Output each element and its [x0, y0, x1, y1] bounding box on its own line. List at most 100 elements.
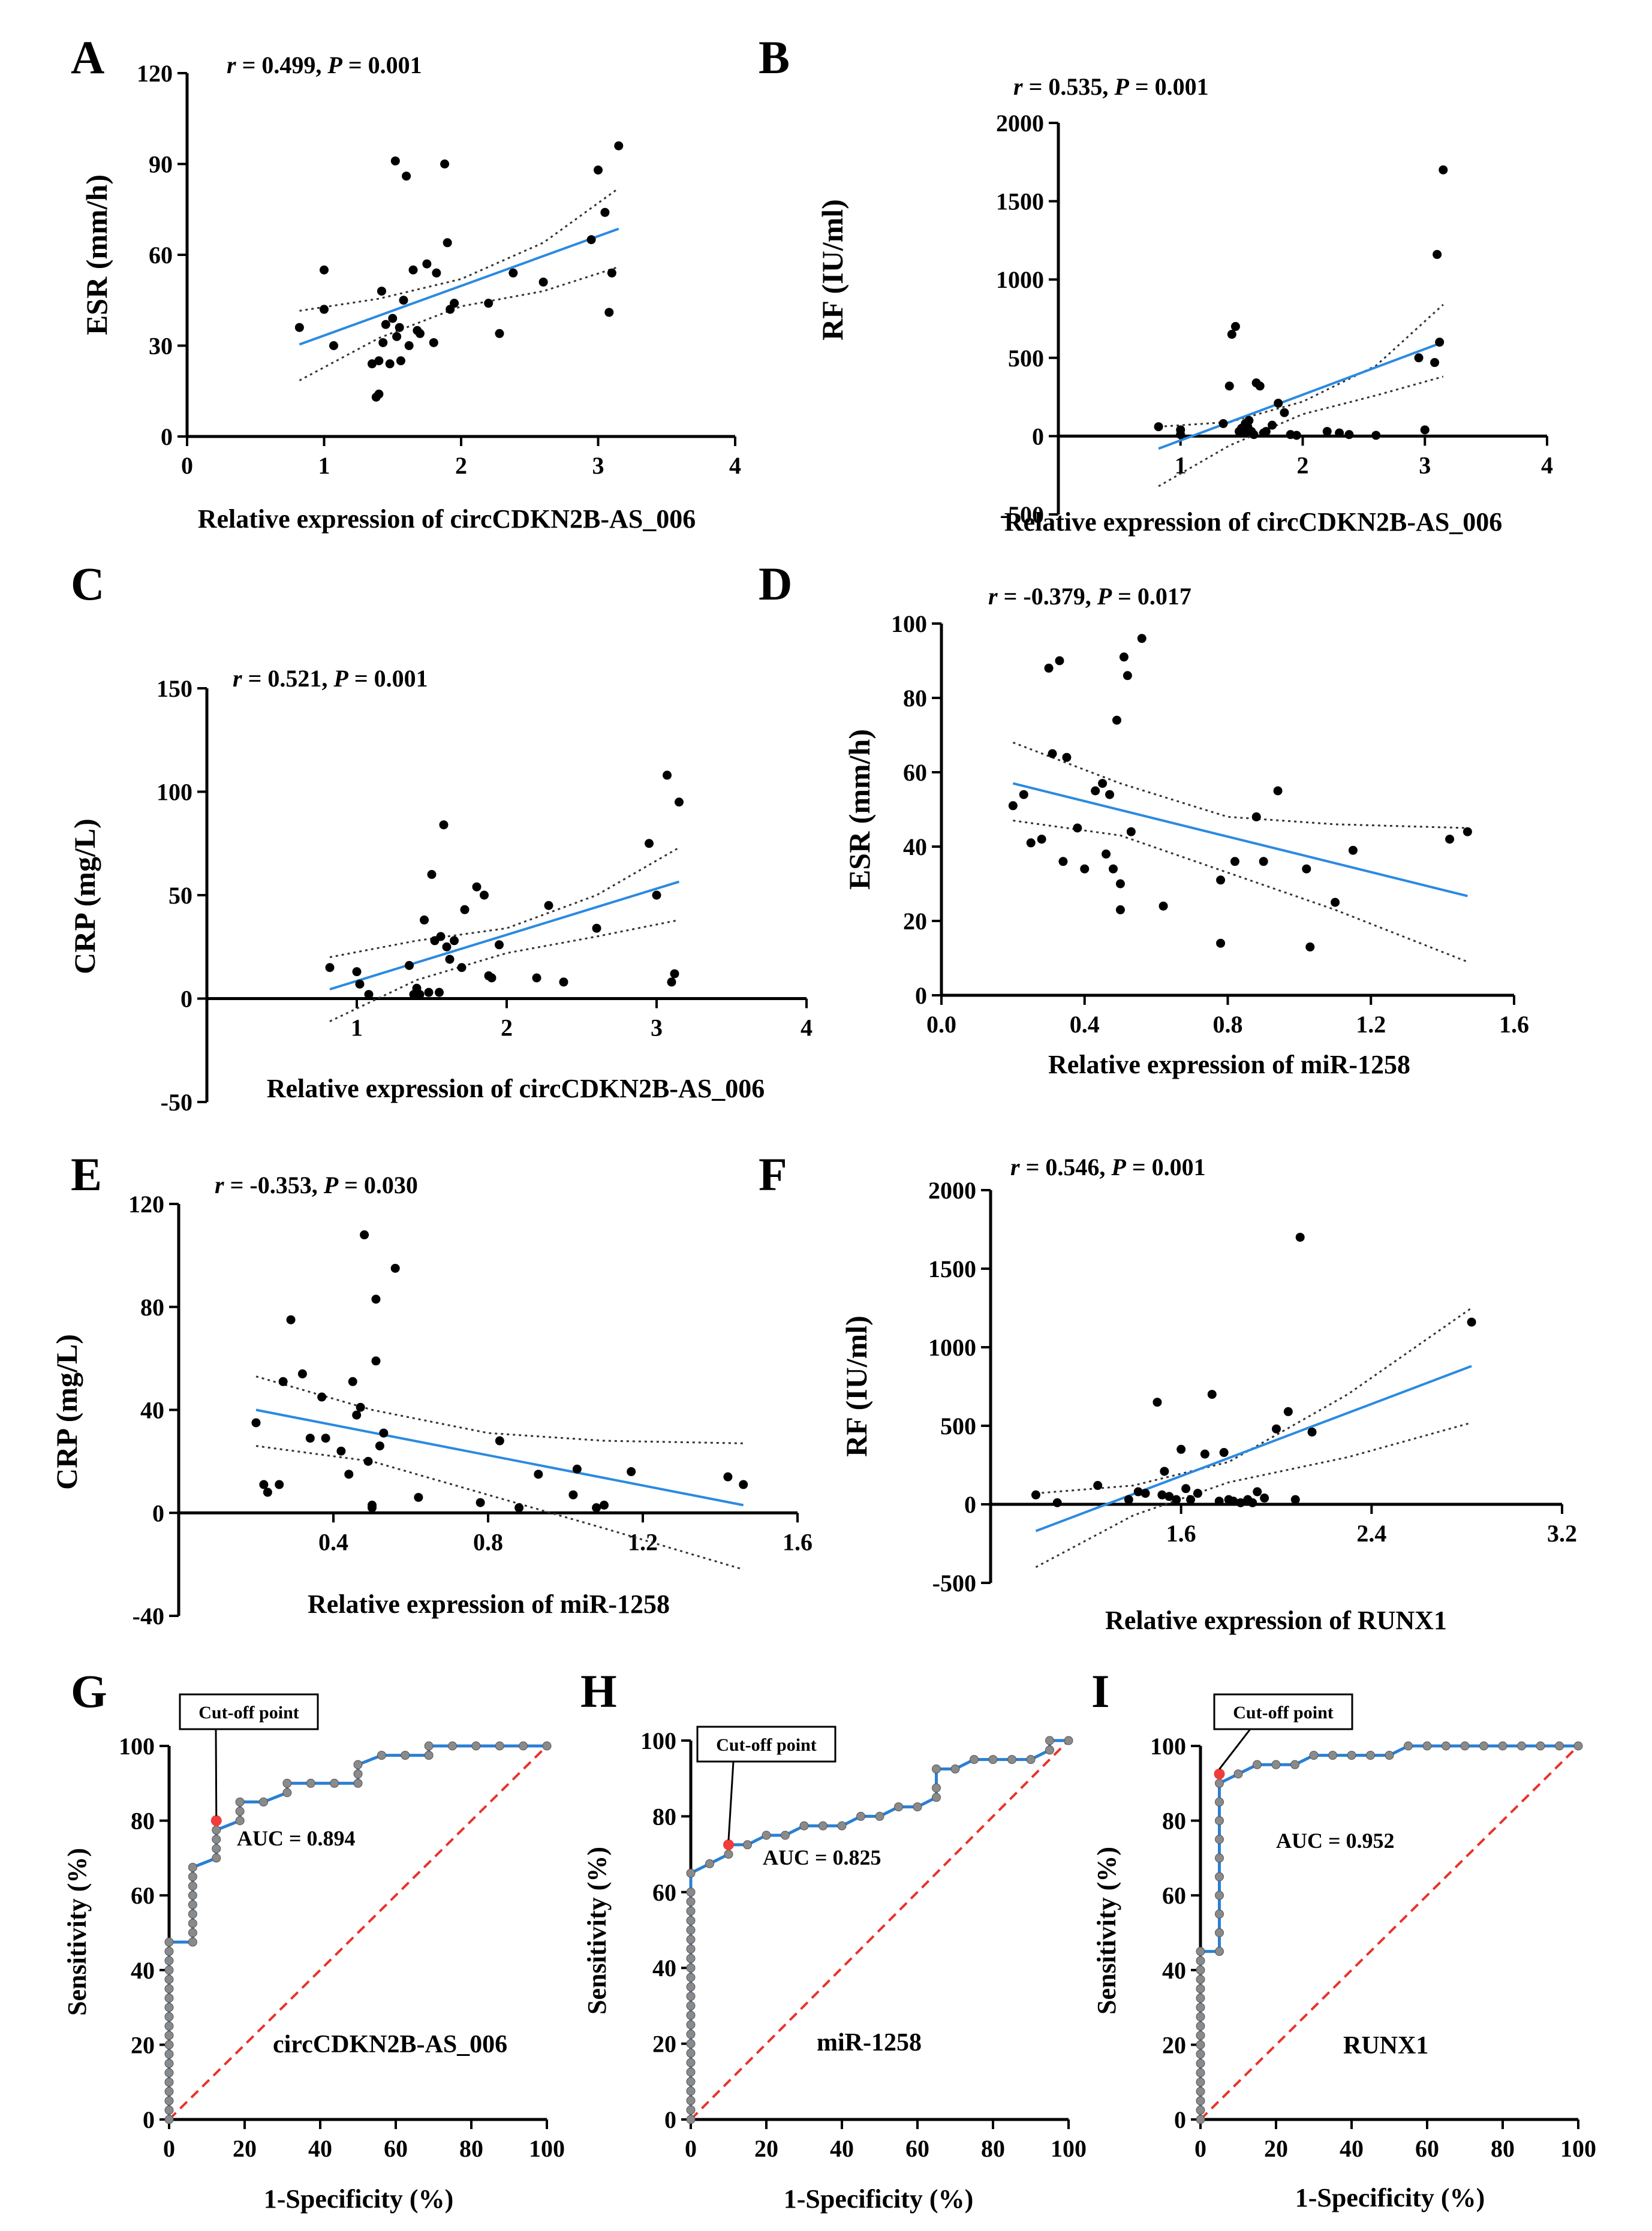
data-point: [614, 141, 624, 150]
ci-upper-band: [1012, 741, 1468, 829]
data-point: [1124, 1495, 1133, 1504]
roc-point: [1460, 1741, 1470, 1751]
panel-letter-c: C: [71, 558, 104, 610]
reference-diagonal: [690, 1739, 1070, 2121]
x-axis-label: 1-Specificity (%): [784, 2184, 973, 2214]
roc-point: [164, 2021, 174, 2031]
roc-point: [1422, 1741, 1432, 1751]
data-point: [675, 797, 684, 807]
roc-point: [686, 2067, 696, 2077]
roc-point: [188, 1872, 197, 1881]
data-point: [1160, 1467, 1169, 1476]
x-tick-label: 1: [351, 1014, 363, 1041]
stat-part: = -0.353,: [224, 1172, 324, 1199]
data-point: [1181, 1484, 1191, 1494]
roc-point: [950, 1764, 960, 1774]
roc-point: [164, 2096, 174, 2106]
stat-part: P: [333, 665, 348, 692]
roc-point: [686, 2048, 696, 2058]
data-point: [600, 1500, 609, 1510]
data-point: [443, 238, 452, 248]
stat-part: = -0.379,: [998, 583, 1097, 610]
data-point: [1261, 427, 1271, 436]
data-point: [1274, 399, 1283, 408]
y-tick-label: 120: [128, 1191, 164, 1218]
data-point: [1467, 1317, 1476, 1327]
data-point: [422, 259, 432, 269]
data-point: [514, 1503, 524, 1513]
data-point: [667, 977, 676, 987]
y-tick-label: 100: [640, 1727, 676, 1754]
stat-part: = 0.017: [1112, 583, 1191, 610]
x-tick-label: 60: [1415, 2135, 1439, 2162]
x-tick-label: 1.6: [1499, 1011, 1529, 1038]
x-axis-label: 1-Specificity (%): [1295, 2183, 1485, 2212]
data-point: [375, 1441, 384, 1451]
data-point: [427, 870, 437, 879]
data-point: [1292, 430, 1301, 440]
roc-point: [762, 1830, 771, 1840]
data-point: [723, 1472, 733, 1482]
x-tick-label: 0.8: [1213, 1011, 1243, 1038]
y-tick-label: 0: [1032, 423, 1044, 450]
roc-point: [542, 1741, 552, 1751]
data-point: [604, 308, 614, 317]
x-tick-label: 4: [729, 452, 741, 479]
data-point: [1430, 358, 1440, 368]
y-tick-label: 100: [891, 610, 927, 637]
x-tick-label: 20: [233, 2135, 257, 2162]
y-tick-label: 40: [140, 1397, 164, 1424]
data-point: [356, 1402, 365, 1412]
data-point: [663, 770, 672, 780]
roc-point: [1309, 1751, 1319, 1760]
y-axis-label: ESR (mm/h): [80, 174, 113, 335]
data-point: [1302, 864, 1311, 874]
data-point: [1445, 835, 1455, 844]
y-tick-label: 40: [1162, 1957, 1186, 1984]
data-point: [1260, 1494, 1269, 1503]
roc-point: [686, 1992, 696, 2001]
correlation-stat: r = -0.379, P = 0.017: [988, 583, 1191, 610]
data-point: [487, 973, 496, 983]
roc-point: [282, 1788, 292, 1798]
data-point: [374, 389, 384, 399]
y-tick-label: 80: [1162, 1808, 1186, 1835]
data-point: [1224, 381, 1234, 391]
roc-point: [401, 1751, 410, 1760]
x-axis-label: Relative expression of circCDKN2B-AS_006: [198, 504, 696, 534]
ci-lower-band: [1013, 820, 1468, 963]
roc-point: [1196, 2096, 1205, 2106]
data-point: [1371, 430, 1381, 440]
data-point: [1158, 901, 1168, 911]
cutoff-pointer: [727, 1761, 735, 1840]
roc-point: [781, 1830, 790, 1840]
data-point: [592, 923, 601, 933]
stat-part: r: [227, 52, 236, 79]
x-tick-label: 3: [1419, 451, 1431, 478]
auc-label: AUC = 0.825: [763, 1845, 881, 1869]
data-point: [572, 1464, 582, 1474]
panel-g: G 0 20 40 60 80 100 0 20 40 60 80 100 1-Specificity (…: [62, 1665, 565, 2214]
data-point: [1435, 338, 1445, 347]
y-tick-label: 2000: [928, 1177, 976, 1204]
data-point: [594, 165, 603, 175]
data-point: [1244, 416, 1254, 425]
data-point: [440, 159, 450, 168]
roc-point: [164, 2078, 174, 2087]
ci-lower-band: [299, 266, 619, 381]
roc-point: [1215, 1947, 1224, 1956]
data-point: [607, 268, 616, 278]
data-point: [559, 977, 568, 987]
data-point: [436, 932, 446, 941]
data-point: [1133, 1487, 1143, 1497]
data-point: [402, 171, 411, 181]
x-tick-label: 2: [1297, 451, 1309, 478]
y-axis-label: RF (IU/ml): [816, 199, 849, 341]
data-point: [1414, 353, 1424, 363]
x-tick-label: 4: [1541, 451, 1553, 478]
roc-point: [743, 1840, 752, 1850]
roc-point: [164, 1937, 174, 1947]
data-point: [251, 1418, 261, 1428]
data-point: [1248, 1498, 1257, 1507]
